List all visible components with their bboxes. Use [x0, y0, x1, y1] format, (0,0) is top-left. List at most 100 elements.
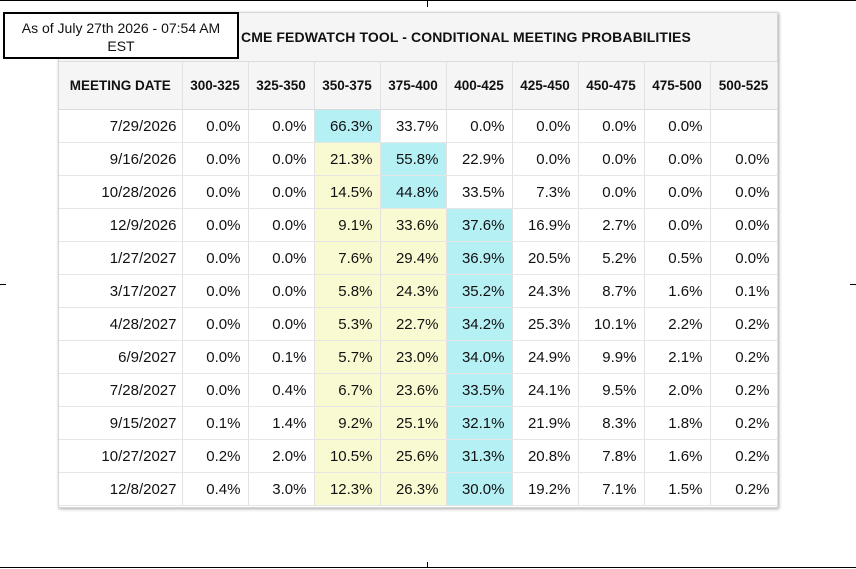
probability-cell: 0.0%: [710, 241, 778, 275]
frame-handle-left[interactable]: [0, 284, 6, 285]
meeting-date-cell: 10/28/2026: [59, 175, 183, 209]
column-header-rate-range: 300-325: [182, 62, 249, 110]
probability-cell: 0.0%: [182, 208, 249, 242]
probability-cell: 0.1%: [710, 274, 778, 308]
probability-cell: 0.0%: [710, 208, 778, 242]
probability-cell: 14.5%: [314, 175, 381, 209]
probability-cell: 0.5%: [644, 241, 711, 275]
timestamp-box: As of July 27th 2026 - 07:54 AM EST: [3, 12, 239, 59]
column-header-rate-range: 375-400: [380, 62, 447, 110]
probability-cell: 0.0%: [182, 373, 249, 407]
probability-cell: 8.3%: [578, 406, 645, 440]
probability-cell: 0.0%: [446, 109, 513, 143]
fedwatch-table-card: CME FEDWATCH TOOL - CONDITIONAL MEETING …: [58, 12, 778, 508]
probability-cell: 55.8%: [380, 142, 447, 176]
probability-cell: 6.7%: [314, 373, 381, 407]
probability-cell: 1.8%: [644, 406, 711, 440]
column-header-rate-range: 450-475: [578, 62, 645, 110]
probability-cell: 34.0%: [446, 340, 513, 374]
probability-cell: 0.0%: [644, 109, 711, 143]
probability-cell: 35.2%: [446, 274, 513, 308]
timestamp-line-1: As of July 27th 2026 - 07:54 AM: [21, 20, 221, 36]
probability-cell: 7.1%: [578, 472, 645, 506]
table-row: 9/15/2027 0.1% 1.4% 9.2% 25.1% 32.1% 21.9% 8.3%…: [59, 406, 778, 440]
probability-cell: 24.1%: [512, 373, 579, 407]
probability-cell: [710, 109, 778, 143]
probability-cell: 7.3%: [512, 175, 579, 209]
probabilities-table: MEETING DATE 300-325 325-350 350-375 375-400…: [59, 62, 778, 506]
probability-cell: 25.1%: [380, 406, 447, 440]
header-row: MEETING DATE 300-325 325-350 350-375 375-400…: [59, 62, 778, 110]
probability-cell: 0.0%: [182, 241, 249, 275]
frame-top-border: [0, 0, 856, 1]
table-row: 7/28/2027 0.0% 0.4% 6.7% 23.6% 33.5% 24.1% 9.5%…: [59, 373, 778, 407]
probability-cell: 0.0%: [182, 340, 249, 374]
probability-cell: 9.9%: [578, 340, 645, 374]
probability-cell: 25.6%: [380, 439, 447, 473]
probability-cell: 0.4%: [248, 373, 315, 407]
column-header-rate-range: 425-450: [512, 62, 579, 110]
probability-cell: 0.2%: [182, 439, 249, 473]
probability-cell: 0.1%: [248, 340, 315, 374]
probability-cell: 0.0%: [512, 109, 579, 143]
probability-cell: 0.0%: [182, 175, 249, 209]
column-header-rate-range: 475-500: [644, 62, 711, 110]
probability-cell: 25.3%: [512, 307, 579, 341]
table-row: 10/28/2026 0.0% 0.0% 14.5% 44.8% 33.5% 7.3% 0.0…: [59, 175, 778, 209]
probability-cell: 0.0%: [248, 142, 315, 176]
table-title: CME FEDWATCH TOOL - CONDITIONAL MEETING …: [241, 29, 691, 45]
probability-cell: 31.3%: [446, 439, 513, 473]
meeting-date-cell: 10/27/2027: [59, 439, 183, 473]
probability-cell: 0.0%: [248, 208, 315, 242]
probability-cell: 0.0%: [644, 175, 711, 209]
probability-cell: 0.2%: [710, 439, 778, 473]
table-row: 3/17/2027 0.0% 0.0% 5.8% 24.3% 35.2% 24.3% 8.7%…: [59, 274, 778, 308]
meeting-date-cell: 9/16/2026: [59, 142, 183, 176]
probability-cell: 0.2%: [710, 472, 778, 506]
probability-cell: 24.3%: [512, 274, 579, 308]
meeting-date-cell: 6/9/2027: [59, 340, 183, 374]
probability-cell: 24.3%: [380, 274, 447, 308]
probability-cell: 19.2%: [512, 472, 579, 506]
column-header-rate-range: 400-425: [446, 62, 513, 110]
probability-cell: 0.0%: [710, 175, 778, 209]
probability-cell: 33.5%: [446, 175, 513, 209]
probability-cell: 44.8%: [380, 175, 447, 209]
probability-cell: 0.0%: [248, 109, 315, 143]
frame-bottom-border: [0, 567, 856, 568]
meeting-date-cell: 7/29/2026: [59, 109, 183, 143]
probability-cell: 22.7%: [380, 307, 447, 341]
probability-cell: 33.6%: [380, 208, 447, 242]
probability-cell: 24.9%: [512, 340, 579, 374]
probability-cell: 20.5%: [512, 241, 579, 275]
table-row: 7/29/2026 0.0% 0.0% 66.3% 33.7% 0.0% 0.0% 0.0% 0…: [59, 109, 778, 143]
frame-handle-bottom[interactable]: [427, 562, 428, 568]
probability-cell: 0.0%: [578, 142, 645, 176]
probability-cell: 9.2%: [314, 406, 381, 440]
probability-cell: 22.9%: [446, 142, 513, 176]
table-row: 1/27/2027 0.0% 0.0% 7.6% 29.4% 36.9% 20.5% 5.2%…: [59, 241, 778, 275]
probability-cell: 0.2%: [710, 373, 778, 407]
meeting-date-cell: 4/28/2027: [59, 307, 183, 341]
table-row: 6/9/2027 0.0% 0.1% 5.7% 23.0% 34.0% 24.9% 9.9% 2…: [59, 340, 778, 374]
probability-cell: 2.7%: [578, 208, 645, 242]
meeting-date-cell: 7/28/2027: [59, 373, 183, 407]
probability-cell: 0.0%: [248, 274, 315, 308]
frame-handle-right[interactable]: [850, 284, 856, 285]
probability-cell: 29.4%: [380, 241, 447, 275]
probability-cell: 21.9%: [512, 406, 579, 440]
probability-cell: 20.8%: [512, 439, 579, 473]
column-header-rate-range: 350-375: [314, 62, 381, 110]
probability-cell: 2.2%: [644, 307, 711, 341]
probability-cell: 0.2%: [710, 307, 778, 341]
probability-cell: 5.3%: [314, 307, 381, 341]
probability-cell: 0.1%: [182, 406, 249, 440]
meeting-date-cell: 12/8/2027: [59, 472, 183, 506]
probability-cell: 0.0%: [248, 175, 315, 209]
timestamp-line-2: EST: [107, 38, 135, 54]
frame-handle-top[interactable]: [427, 1, 428, 7]
probability-cell: 66.3%: [314, 109, 381, 143]
probability-cell: 7.6%: [314, 241, 381, 275]
probability-cell: 0.0%: [182, 142, 249, 176]
